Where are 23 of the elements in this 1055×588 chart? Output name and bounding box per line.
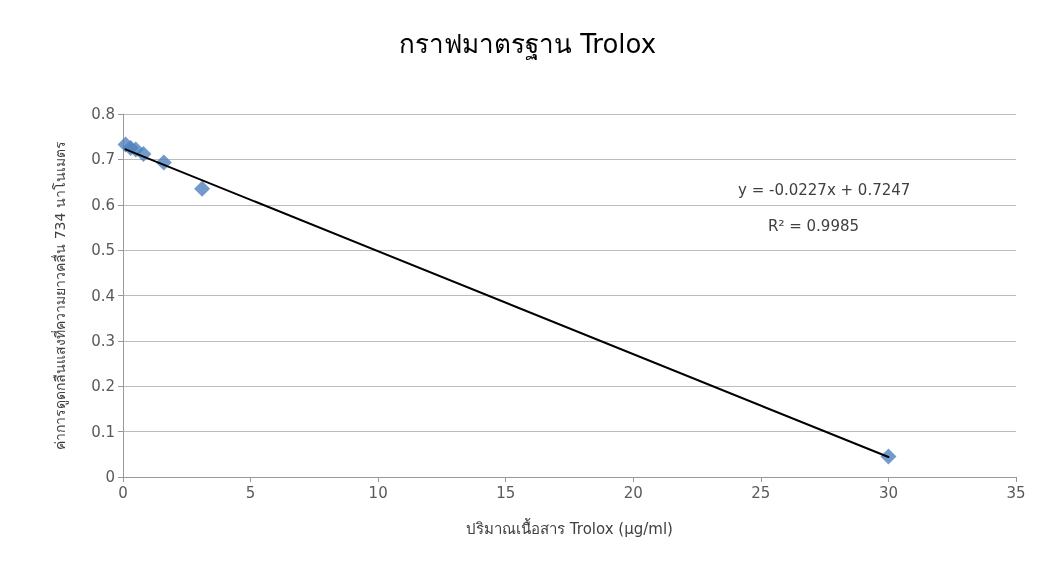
point <box>194 180 211 197</box>
y-tick-label: 0.3 <box>91 331 115 350</box>
annotation: y = -0.0227x + 0.7247 <box>738 180 911 199</box>
y-tick-label: 0.8 <box>91 105 115 123</box>
chart-title: กราฟมาตรฐาน Trolox <box>398 29 657 60</box>
y-tick-label: 0.1 <box>91 422 115 441</box>
x-tick-label: 15 <box>496 483 516 502</box>
y-tick-label: 0 <box>105 468 115 486</box>
y-axis-title: ค่าการดูดกลืนแสงที่ความยาวคลื่น 734 นาโนเมตร <box>51 141 69 450</box>
x-tick-label: 35 <box>1006 483 1026 502</box>
y-tick-label: 0.5 <box>91 241 115 260</box>
x-tick-label: 20 <box>623 483 643 502</box>
x-tick-label: 5 <box>245 483 256 502</box>
x-tick-label: 10 <box>368 483 388 502</box>
y-tick-label: 0.6 <box>91 195 115 214</box>
x-tick-label: 0 <box>118 483 128 502</box>
y-tick-label: 0.4 <box>91 286 115 305</box>
x-tick-label: 30 <box>878 483 898 502</box>
y-tick-label: 0.2 <box>91 377 115 396</box>
x-tick-label: 25 <box>751 483 771 502</box>
y-tick-label: 0.7 <box>91 150 115 169</box>
x-axis-title: ปริมาณเนื้อสาร Trolox (µg/ml) <box>466 517 673 538</box>
annotation: R² = 0.9985 <box>768 216 860 235</box>
